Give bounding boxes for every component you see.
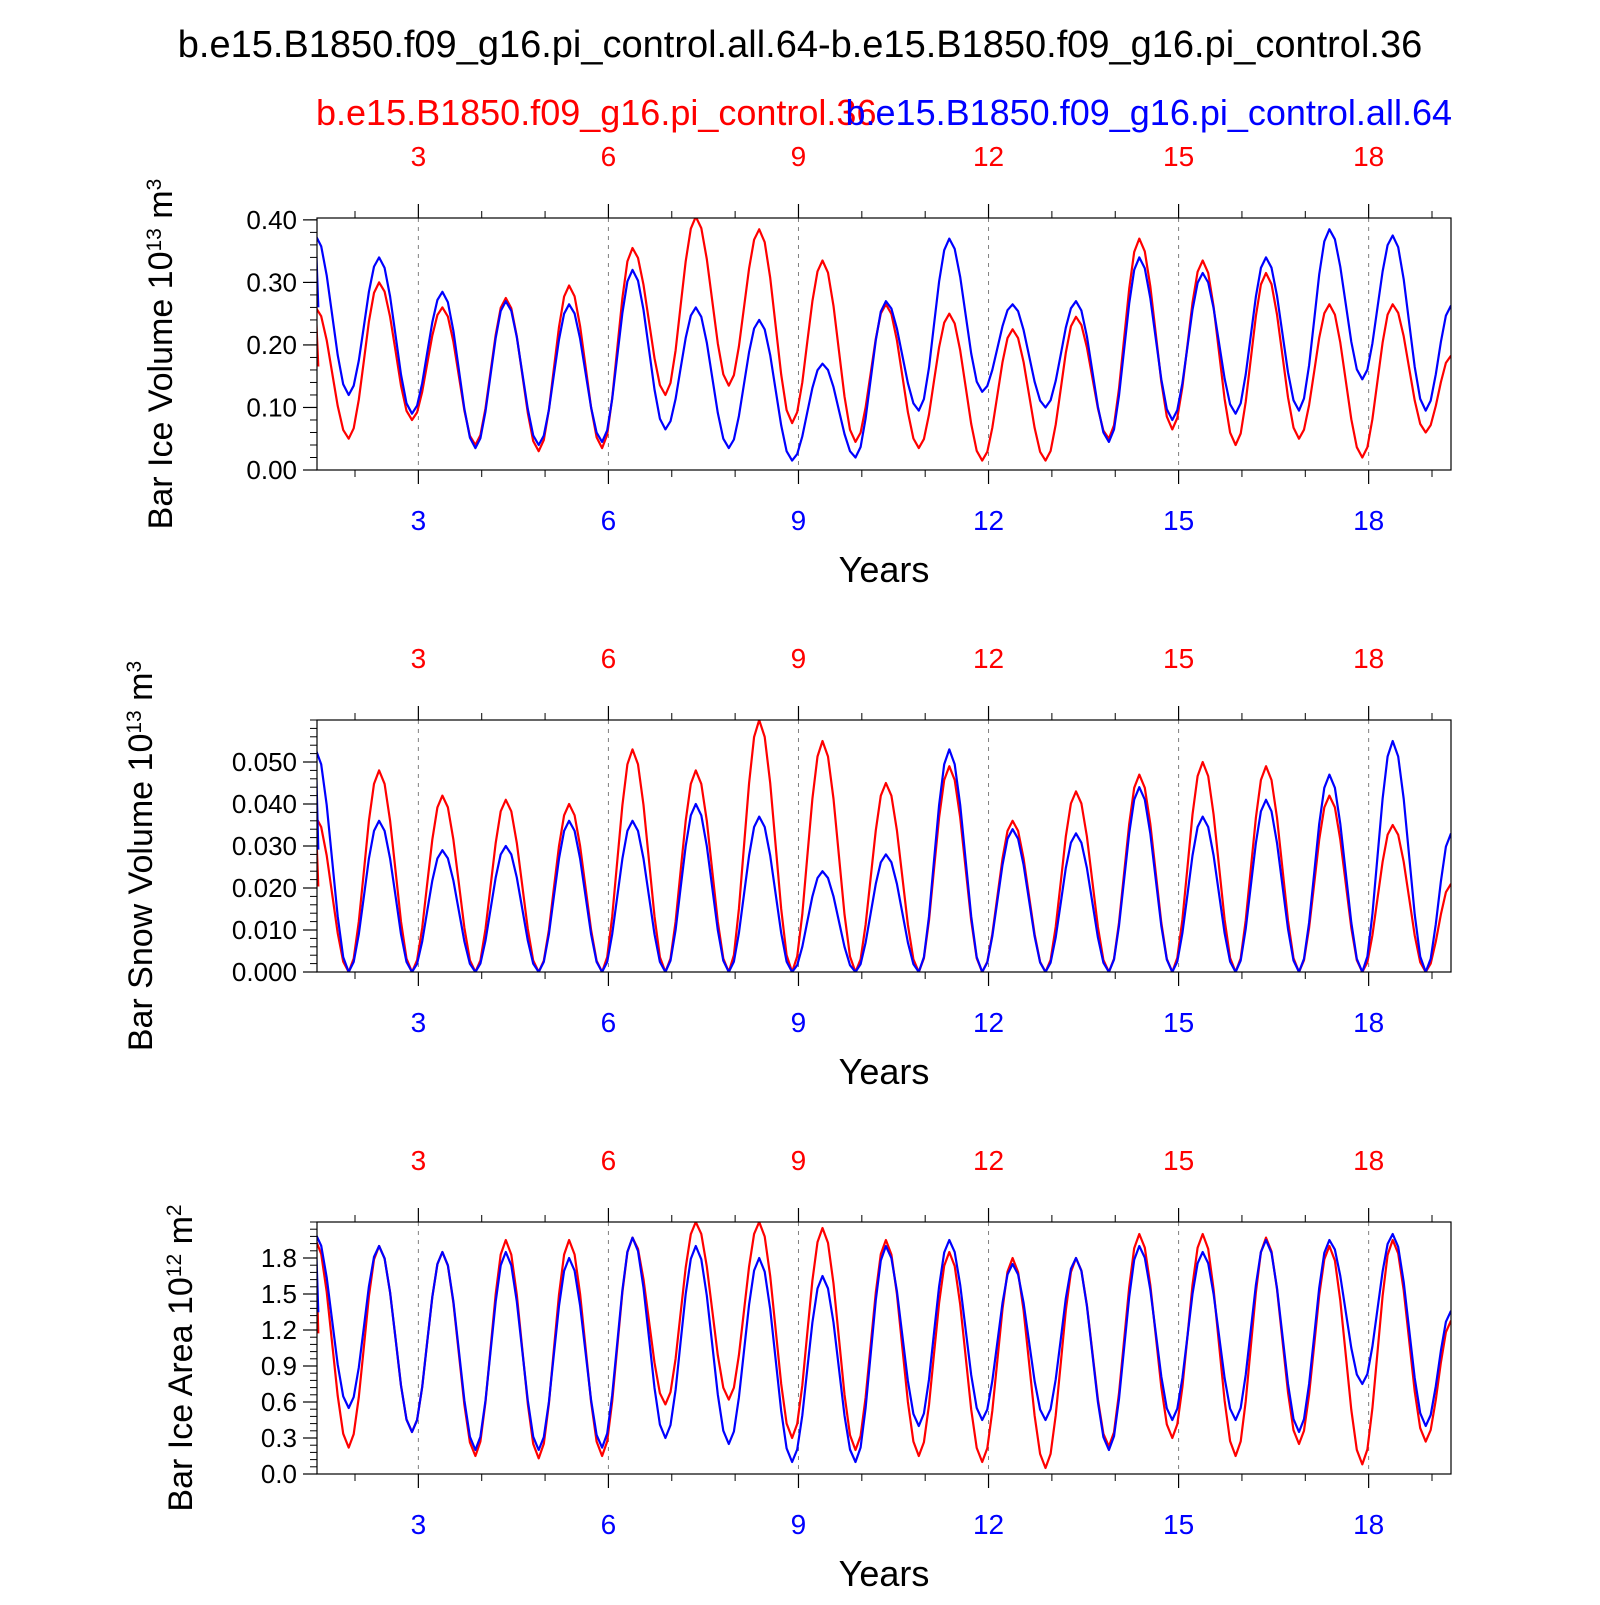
plot-frame xyxy=(316,1221,1452,1475)
x-tick-label-top: 9 xyxy=(791,643,807,674)
y-axis-label: Bar Snow Volume 1013 m3 xyxy=(122,661,160,1051)
y-tick-label: 1.2 xyxy=(261,1315,297,1345)
x-tick-label-bottom: 3 xyxy=(411,1007,427,1038)
panel-bar-snow-volume: 0.000 0.010 0.020 0.030 0.040 0.050 3 3 6 6 9 9 12 12… xyxy=(122,643,1452,1092)
panel-bar-ice-volume: 0.00 0.10 0.20 0.30 0.40 3 3 6 6 9 9 12 12 15 15 18 18 Ye… xyxy=(142,141,1452,590)
panels: 0.00 0.10 0.20 0.30 0.40 3 3 6 6 9 9 12 12 15 15 18 18 Ye… xyxy=(122,141,1452,1594)
y-axis-label-unit-exp: 3 xyxy=(123,661,146,673)
x-tick-label-bottom: 6 xyxy=(601,505,617,536)
y-tick-label: 0.020 xyxy=(232,873,297,903)
y-axis-label-main: Bar Ice Volume 10 xyxy=(142,252,180,530)
x-axis-label: Years xyxy=(839,1553,930,1594)
y-tick-label: 1.8 xyxy=(261,1243,297,1273)
y-tick-label: 0.050 xyxy=(232,747,297,777)
x-tick-label-top: 12 xyxy=(973,1145,1004,1176)
x-tick-label-top: 6 xyxy=(601,643,617,674)
x-tick-label-bottom: 15 xyxy=(1163,1509,1194,1540)
x-tick-label-top: 15 xyxy=(1163,643,1194,674)
y-tick-label: 0.20 xyxy=(246,330,297,360)
x-tick-label-bottom: 3 xyxy=(411,1509,427,1540)
y-axis-label-exp: 13 xyxy=(143,228,166,251)
panel-bar-ice-area: 0.0 0.3 0.6 0.9 1.2 1.5 1.8 3 3 6 6 9 9 12 12 15 15 18 18 Y… xyxy=(162,1145,1452,1594)
y-tick-label: 1.5 xyxy=(261,1279,297,1309)
x-tick-label-top: 6 xyxy=(601,141,617,172)
x-tick-label-bottom: 15 xyxy=(1163,505,1194,536)
series-line-blue xyxy=(317,1232,1451,1464)
x-tick-label-top: 18 xyxy=(1353,1145,1384,1176)
x-tick-label-bottom: 18 xyxy=(1353,505,1384,536)
x-tick-label-top: 9 xyxy=(791,1145,807,1176)
y-tick-label: 0.00 xyxy=(246,455,297,485)
y-tick-label: 0.9 xyxy=(261,1351,297,1381)
x-tick-label-bottom: 6 xyxy=(601,1509,617,1540)
series-line-blue xyxy=(317,228,1451,462)
y-tick-label: 0.010 xyxy=(232,915,297,945)
x-tick-label-bottom: 18 xyxy=(1353,1509,1384,1540)
x-tick-label-bottom: 12 xyxy=(973,505,1004,536)
x-tick-label-top: 18 xyxy=(1353,141,1384,172)
x-tick-label-bottom: 12 xyxy=(973,1007,1004,1038)
y-tick-label: 0.040 xyxy=(232,789,297,819)
x-tick-label-top: 12 xyxy=(973,141,1004,172)
y-axis-label-unit-exp: 2 xyxy=(163,1204,186,1216)
y-axis-label-main: Bar Ice Area 10 xyxy=(162,1277,200,1511)
x-tick-label-bottom: 12 xyxy=(973,1509,1004,1540)
y-tick-label: 0.30 xyxy=(246,267,297,297)
x-tick-label-top: 15 xyxy=(1163,141,1194,172)
y-tick-label: 0.000 xyxy=(232,957,297,987)
legend-red-label: b.e15.B1850.f09_g16.pi_control.36 xyxy=(316,92,876,133)
x-tick-label-bottom: 3 xyxy=(411,505,427,536)
x-tick-label-top: 9 xyxy=(791,141,807,172)
y-tick-label: 0.0 xyxy=(261,1459,297,1489)
y-tick-label: 0.030 xyxy=(232,831,297,861)
x-tick-label-top: 6 xyxy=(601,1145,617,1176)
legend-blue-label: b.e15.B1850.f09_g16.pi_control.all.64 xyxy=(846,92,1452,133)
y-axis-label-unit: m xyxy=(122,673,160,711)
x-tick-label-bottom: 9 xyxy=(791,1509,807,1540)
x-tick-label-top: 12 xyxy=(973,643,1004,674)
x-tick-label-bottom: 18 xyxy=(1353,1007,1384,1038)
x-tick-label-top: 3 xyxy=(411,643,427,674)
x-tick-label-bottom: 6 xyxy=(601,1007,617,1038)
y-axis-label-unit: m xyxy=(162,1216,200,1254)
y-tick-label: 0.40 xyxy=(246,205,297,235)
x-tick-label-top: 15 xyxy=(1163,1145,1194,1176)
y-axis-label-unit: m xyxy=(142,190,180,228)
x-tick-label-top: 3 xyxy=(411,141,427,172)
series-line-red xyxy=(317,720,1451,972)
series-line-red xyxy=(317,1222,1451,1470)
x-tick-label-top: 18 xyxy=(1353,643,1384,674)
x-tick-label-top: 3 xyxy=(411,1145,427,1176)
y-axis-label-exp: 12 xyxy=(163,1254,186,1277)
y-axis-label: Bar Ice Volume 1013 m3 xyxy=(142,179,180,530)
y-axis-label-main: Bar Snow Volume 10 xyxy=(122,734,160,1052)
y-axis-label-unit-exp: 3 xyxy=(143,179,166,191)
y-axis-label-exp: 13 xyxy=(123,710,146,733)
figure-title: b.e15.B1850.f09_g16.pi_control.all.64-b.… xyxy=(178,24,1422,66)
series-line-blue xyxy=(317,739,1451,972)
x-tick-label-bottom: 9 xyxy=(791,505,807,536)
plot-frame xyxy=(316,217,1452,471)
y-tick-label: 0.3 xyxy=(261,1423,297,1453)
series-line-red xyxy=(317,218,1451,462)
x-tick-label-bottom: 15 xyxy=(1163,1007,1194,1038)
y-tick-label: 0.6 xyxy=(261,1387,297,1417)
x-axis-label: Years xyxy=(839,1051,930,1092)
y-tick-label: 0.10 xyxy=(246,392,297,422)
y-axis-label: Bar Ice Area 1012 m2 xyxy=(162,1204,200,1511)
x-tick-label-bottom: 9 xyxy=(791,1007,807,1038)
x-axis-label: Years xyxy=(839,549,930,590)
